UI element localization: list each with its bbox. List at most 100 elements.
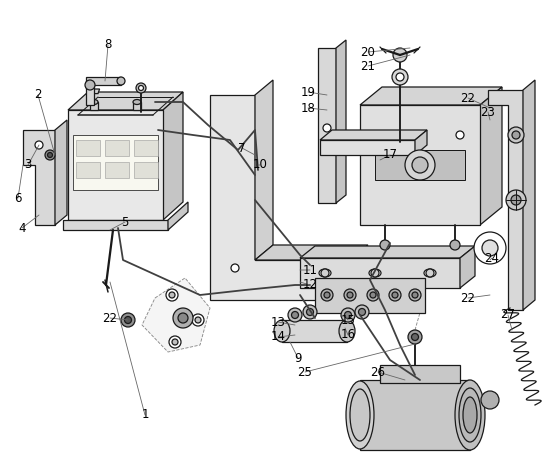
Circle shape [306,308,314,315]
Circle shape [48,152,53,158]
Bar [76,140,100,156]
Circle shape [291,312,299,319]
Circle shape [178,313,188,323]
Circle shape [345,312,351,319]
Circle shape [396,73,404,81]
Ellipse shape [117,77,125,85]
Text: 3: 3 [24,159,32,171]
Circle shape [139,86,144,91]
Circle shape [124,316,132,323]
Bar [90,102,98,110]
Text: 2: 2 [34,88,42,102]
Circle shape [393,48,407,62]
Polygon shape [360,105,480,225]
Bar [315,278,425,313]
Text: 5: 5 [122,216,129,228]
Circle shape [35,141,43,149]
Circle shape [85,80,95,90]
Polygon shape [163,92,183,220]
Circle shape [392,69,408,85]
Bar [282,320,347,342]
Circle shape [359,308,366,315]
Polygon shape [68,92,183,110]
Circle shape [324,292,330,298]
Polygon shape [63,220,168,230]
Ellipse shape [133,99,141,104]
Ellipse shape [90,99,98,104]
Circle shape [511,195,521,205]
Circle shape [231,264,239,272]
Circle shape [136,83,146,93]
Text: 27: 27 [501,308,516,322]
Text: 20: 20 [361,46,375,58]
Circle shape [355,305,369,319]
Circle shape [456,131,464,139]
Ellipse shape [424,269,436,277]
Text: 10: 10 [253,159,268,171]
Polygon shape [255,245,368,260]
Circle shape [405,150,435,180]
Polygon shape [168,202,188,230]
Circle shape [321,289,333,301]
Bar [86,85,94,105]
Text: 17: 17 [382,149,397,162]
Circle shape [474,232,506,264]
Bar [73,135,158,190]
Ellipse shape [350,389,370,441]
Ellipse shape [274,320,290,342]
Text: 14: 14 [270,331,285,343]
Circle shape [450,240,460,250]
Circle shape [512,131,520,139]
Circle shape [195,317,201,323]
Bar [86,77,121,85]
Polygon shape [68,110,163,220]
Polygon shape [142,278,210,352]
Polygon shape [415,130,427,155]
Text: 23: 23 [481,105,496,118]
Circle shape [192,314,204,326]
Text: 26: 26 [371,365,386,379]
Bar [105,162,129,178]
Polygon shape [360,380,470,450]
Polygon shape [300,246,475,258]
Circle shape [323,124,331,132]
Text: 22: 22 [461,92,476,104]
Text: 1: 1 [142,408,149,421]
Ellipse shape [339,320,355,342]
Circle shape [408,330,422,344]
Text: 24: 24 [485,251,500,265]
Circle shape [169,292,175,298]
Text: 16: 16 [341,329,356,342]
Text: 13: 13 [271,315,285,329]
Circle shape [376,131,384,139]
Circle shape [166,289,178,301]
Text: 18: 18 [301,102,315,114]
Bar [318,48,336,203]
Bar [134,140,158,156]
Ellipse shape [459,388,481,442]
Polygon shape [480,87,502,225]
Text: 22: 22 [103,312,118,324]
Polygon shape [23,130,55,225]
Circle shape [380,240,390,250]
Bar [300,258,460,288]
Bar [134,162,158,178]
Circle shape [482,240,498,256]
Circle shape [411,333,418,341]
Text: 21: 21 [361,59,376,73]
Ellipse shape [346,381,374,449]
Text: 25: 25 [297,365,312,379]
Text: 9: 9 [294,352,302,364]
Circle shape [172,339,178,345]
Circle shape [169,336,181,348]
Text: 6: 6 [14,191,22,205]
Circle shape [506,190,526,210]
Ellipse shape [455,380,485,450]
Polygon shape [360,87,502,105]
Circle shape [412,292,418,298]
Ellipse shape [481,391,499,409]
Text: 4: 4 [18,221,26,235]
Polygon shape [523,80,535,310]
Text: 8: 8 [104,38,112,51]
Circle shape [412,157,428,173]
